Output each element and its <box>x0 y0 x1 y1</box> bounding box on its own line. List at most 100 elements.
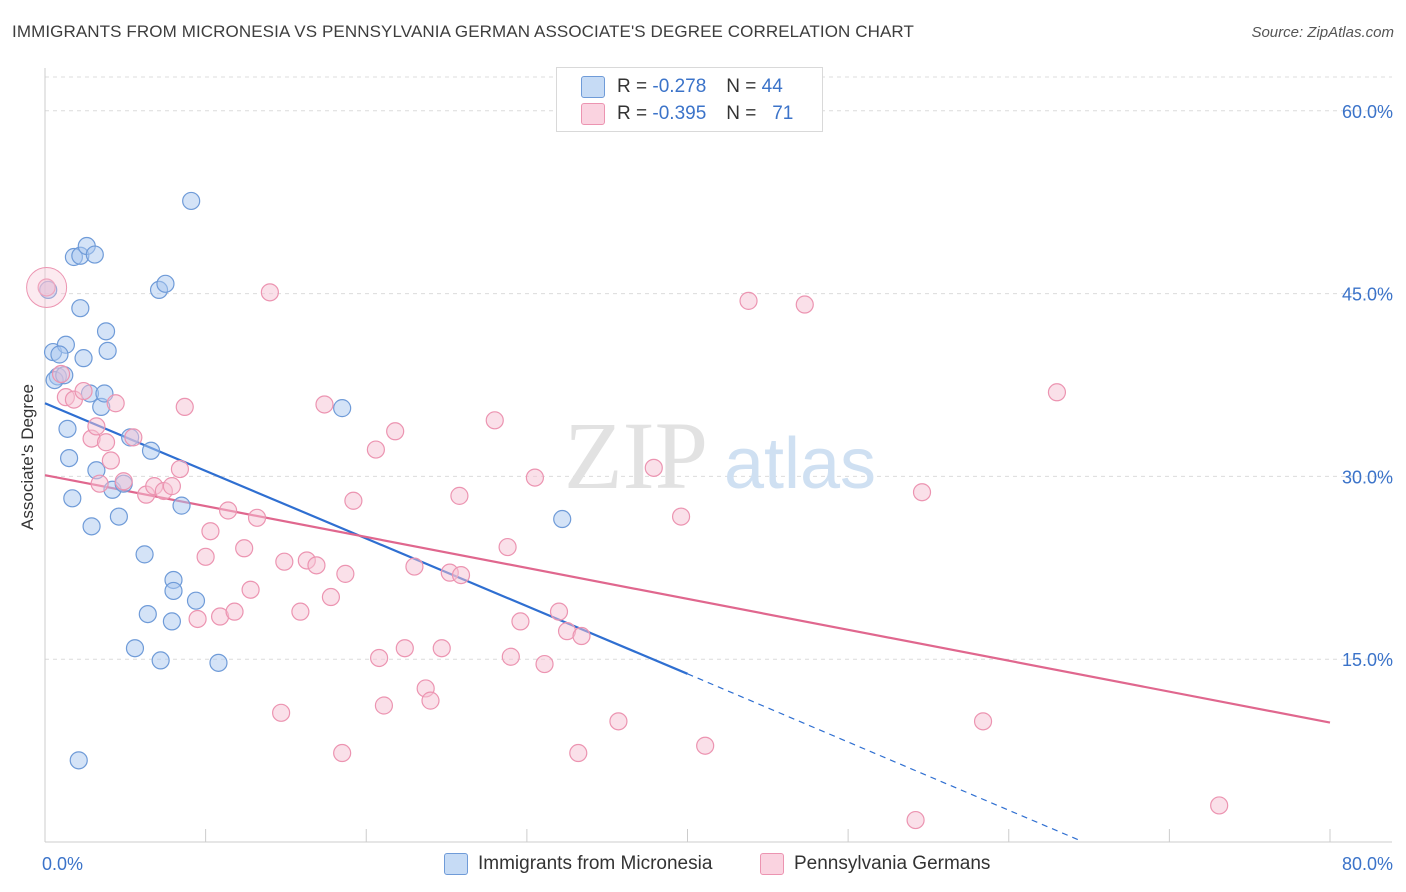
point-micronesia <box>71 299 90 318</box>
point-pennsylvania <box>671 507 691 526</box>
point-micronesia <box>59 448 79 468</box>
point-pennsylvania <box>51 364 71 384</box>
point-pennsylvania <box>219 501 238 520</box>
point-pennsylvania <box>87 417 106 436</box>
bottom-legend-label: Pennsylvania Germans <box>794 853 991 874</box>
point-micronesia <box>162 612 181 631</box>
legend-r-value: -0.278 <box>652 76 707 97</box>
legend-n-value: 44 <box>761 76 783 97</box>
point-micronesia <box>58 419 77 438</box>
point-pennsylvania <box>101 451 120 470</box>
point-pennsylvania <box>1210 796 1229 815</box>
bottom-legend-pennsylvania: Pennsylvania Germans <box>760 850 990 878</box>
legend-r-label: R = <box>617 76 648 97</box>
point-pennsylvania <box>275 552 294 571</box>
data-points <box>26 191 1229 830</box>
point-pennsylvania <box>421 691 440 710</box>
point-micronesia <box>172 496 191 515</box>
point-micronesia <box>109 507 128 526</box>
point-pennsylvania <box>260 283 279 302</box>
point-pennsylvania <box>569 743 588 763</box>
point-pennsylvania <box>1047 383 1067 402</box>
legend-row-micronesia: R = -0.278 N = 44 <box>581 74 783 100</box>
point-pennsylvania <box>188 609 207 629</box>
point-pennsylvania <box>501 647 520 666</box>
y-tick-label: 15.0% <box>1342 650 1393 670</box>
legend-swatch-pink <box>581 103 605 125</box>
y-axis-label: Associate's Degree <box>18 384 37 530</box>
legend-n-label: N = <box>726 103 757 124</box>
legend-row-pennsylvania: R = -0.395 N = 71 <box>581 101 793 127</box>
point-pennsylvania <box>525 468 545 487</box>
point-pennsylvania <box>450 486 469 505</box>
point-pennsylvania <box>609 712 628 731</box>
legend-n-value: 71 <box>772 103 794 124</box>
tick-labels: 15.0% 30.0% 45.0% 60.0% 0.0% 80.0% <box>42 102 1393 874</box>
legend: R = -0.278 N = 44 R = -0.395 N = 71 <box>556 67 823 132</box>
point-micronesia <box>209 653 228 672</box>
chart-title: IMMIGRANTS FROM MICRONESIA VS PENNSYLVAN… <box>12 22 914 41</box>
point-micronesia <box>333 399 352 418</box>
bottom-legend-label: Immigrants from Micronesia <box>478 853 713 874</box>
point-micronesia <box>69 751 88 770</box>
point-pennsylvania <box>739 291 758 310</box>
axes <box>44 68 1392 843</box>
legend-n-label: N = <box>726 76 757 97</box>
point-pennsylvania <box>906 810 925 830</box>
point-pennsylvania <box>272 703 291 722</box>
point-pennsylvania <box>485 411 504 430</box>
point-pennsylvania <box>451 565 471 585</box>
point-micronesia <box>82 517 101 536</box>
x-tick-label-max: 80.0% <box>1342 854 1393 874</box>
point-pennsylvania <box>386 422 405 441</box>
point-pennsylvania <box>321 587 341 607</box>
point-pennsylvania <box>162 477 181 496</box>
y-tick-label: 30.0% <box>1342 467 1393 487</box>
point-pennsylvania-large <box>26 266 68 308</box>
point-pennsylvania <box>395 639 414 658</box>
point-pennsylvania <box>498 537 517 557</box>
point-micronesia <box>96 322 116 341</box>
point-micronesia <box>151 651 170 670</box>
x-tick-label-min: 0.0% <box>42 854 83 874</box>
point-micronesia <box>182 191 201 211</box>
point-pennsylvania <box>170 459 190 479</box>
point-pennsylvania <box>201 522 220 541</box>
point-micronesia <box>125 639 145 658</box>
point-pennsylvania <box>973 712 993 731</box>
point-pennsylvania <box>74 381 93 401</box>
point-pennsylvania <box>696 736 715 755</box>
point-micronesia <box>135 545 154 564</box>
point-pennsylvania <box>90 474 109 493</box>
point-micronesia <box>141 441 161 460</box>
point-pennsylvania <box>225 602 244 621</box>
legend-swatch-blue <box>581 76 605 98</box>
point-pennsylvania <box>307 556 326 575</box>
bottom-legend-swatch-pink <box>760 853 784 875</box>
point-pennsylvania <box>241 580 260 599</box>
point-pennsylvania <box>644 458 663 477</box>
point-pennsylvania <box>291 602 310 621</box>
point-pennsylvania <box>315 395 334 414</box>
grid-lines <box>45 76 1392 660</box>
point-pennsylvania <box>912 483 932 502</box>
bottom-legend-micronesia: Immigrants from Micronesia <box>444 850 712 878</box>
legend-r-value: -0.395 <box>652 103 707 124</box>
y-tick-label: 60.0% <box>1342 102 1393 122</box>
point-micronesia <box>156 274 175 293</box>
point-pennsylvania <box>511 612 530 631</box>
source-label: Source: ZipAtlas.com <box>1251 24 1394 41</box>
point-pennsylvania <box>374 696 394 715</box>
y-tick-label: 45.0% <box>1342 285 1393 305</box>
point-micronesia <box>50 345 69 364</box>
point-pennsylvania <box>572 626 591 646</box>
point-pennsylvania <box>535 654 554 674</box>
point-pennsylvania <box>247 508 267 527</box>
point-pennsylvania <box>370 648 389 668</box>
point-pennsylvania <box>405 557 424 576</box>
watermark: ZIP atlas <box>564 402 876 509</box>
point-pennsylvania <box>432 639 451 658</box>
point-pennsylvania <box>96 433 116 452</box>
bottom-legend-swatch-blue <box>444 853 468 875</box>
point-pennsylvania <box>106 394 125 413</box>
